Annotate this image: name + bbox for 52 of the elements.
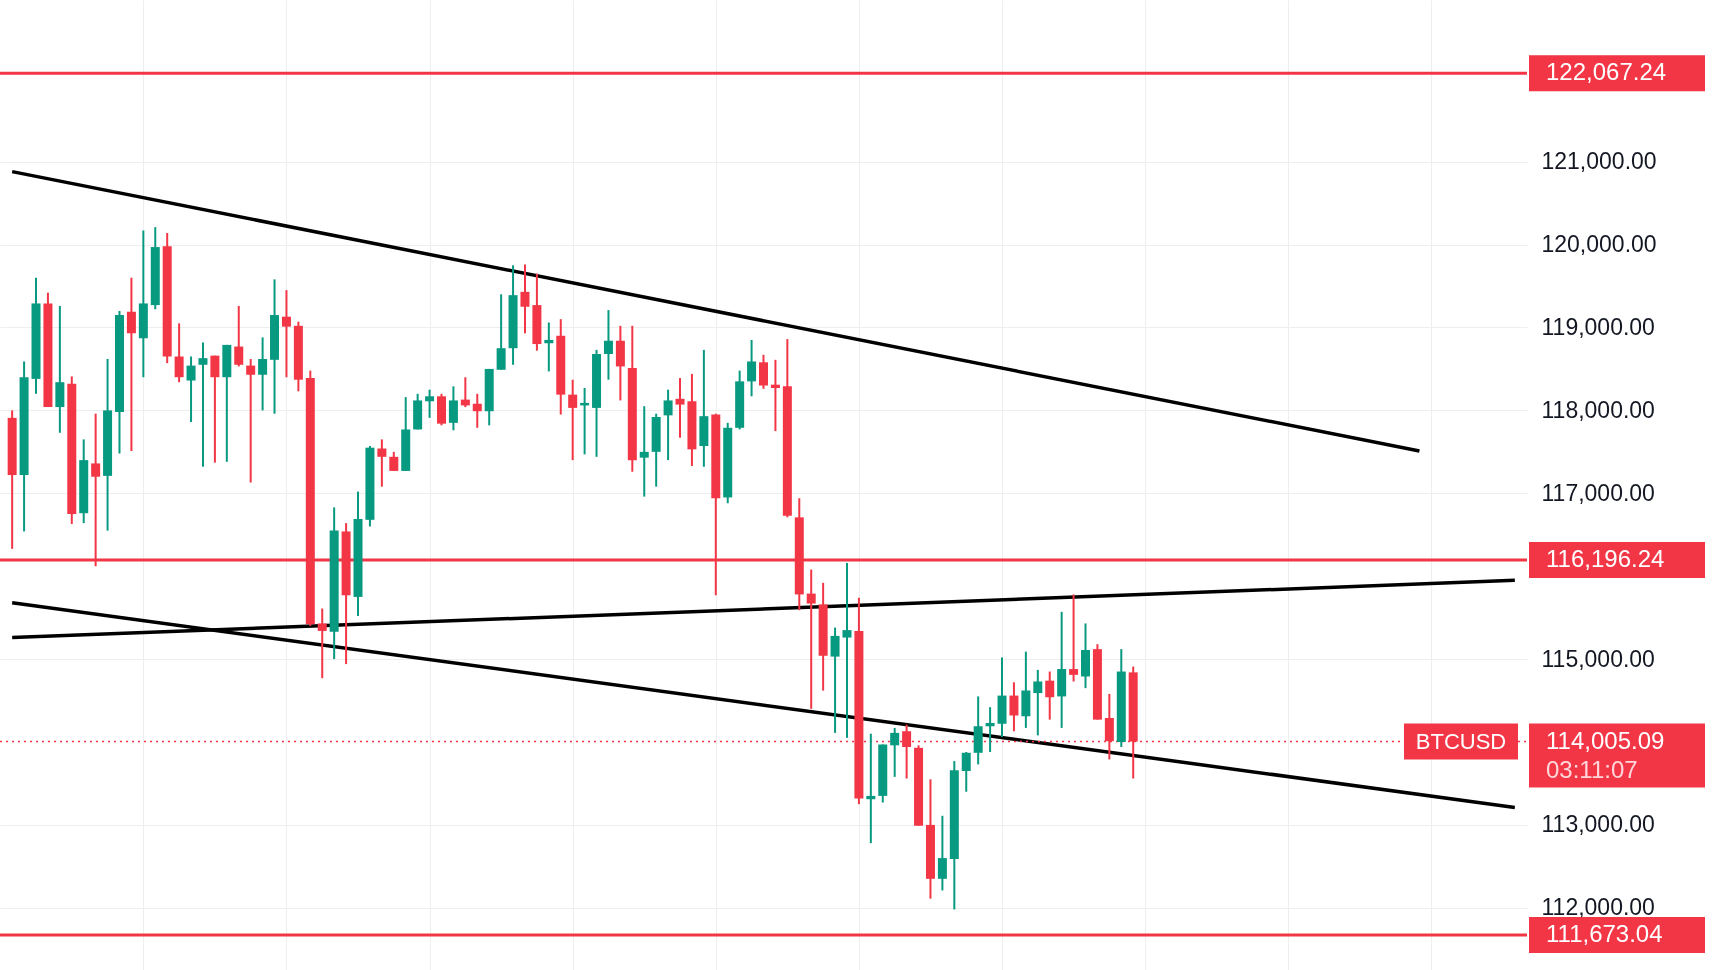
candlestick (830, 626, 840, 734)
candlestick (1009, 681, 1019, 733)
candlestick (258, 336, 268, 412)
y-tick-label: 119,000.00 (1541, 313, 1655, 340)
y-tick-label: 117,000.00 (1541, 479, 1655, 506)
ref-line-label: 116,196.24 (1546, 544, 1665, 572)
candlestick (985, 706, 995, 753)
candlestick (603, 309, 613, 381)
annotation: BTCUSD (1415, 728, 1507, 754)
ref-line-label: 111,673.04 (1546, 919, 1663, 947)
candlestick (1033, 668, 1043, 737)
candlestick (544, 321, 554, 373)
candlestick (210, 354, 220, 464)
candlestick (961, 750, 971, 793)
candlestick (317, 607, 327, 680)
text: 03:11:07 (1546, 755, 1638, 783)
candlestick (520, 263, 530, 335)
candlestick (890, 726, 900, 778)
candlestick (389, 450, 399, 472)
candlestick (472, 392, 482, 429)
candlestick (770, 358, 780, 433)
y-tick-label: 120,000.00 (1541, 231, 1657, 258)
candlestick (806, 568, 816, 710)
y-tick-label: 118,000.00 (1541, 396, 1655, 423)
candlestick (174, 322, 184, 384)
candlestick (186, 355, 196, 423)
candlestick (866, 732, 876, 845)
candlestick (246, 357, 256, 484)
candlestick (759, 353, 768, 390)
candlestick (675, 377, 685, 439)
candlestick (377, 438, 387, 488)
candlestick (1069, 593, 1079, 683)
candlestick (568, 378, 578, 462)
candlestick (425, 388, 435, 419)
candlestick (448, 385, 458, 432)
ref-line-label: 114,005.09 (1546, 726, 1665, 754)
y-tick-label: 112,000.00 (1541, 894, 1655, 921)
y-tick-label: 115,000.00 (1541, 645, 1655, 672)
y-tick-label: 113,000.00 (1541, 811, 1655, 838)
y-tick-label: 121,000.00 (1541, 148, 1657, 175)
candlestick (496, 293, 506, 371)
candlestick (937, 814, 947, 892)
candlestick (126, 276, 136, 453)
ref-line-label: 122,067.24 (1546, 58, 1667, 86)
candlestick (281, 289, 291, 379)
candlestick (1045, 670, 1055, 721)
candlestick (639, 405, 649, 498)
candlestick (747, 338, 757, 398)
candlestick (663, 388, 673, 462)
candlestick (842, 561, 852, 739)
candlestick (198, 341, 208, 468)
candlestick (234, 304, 244, 368)
